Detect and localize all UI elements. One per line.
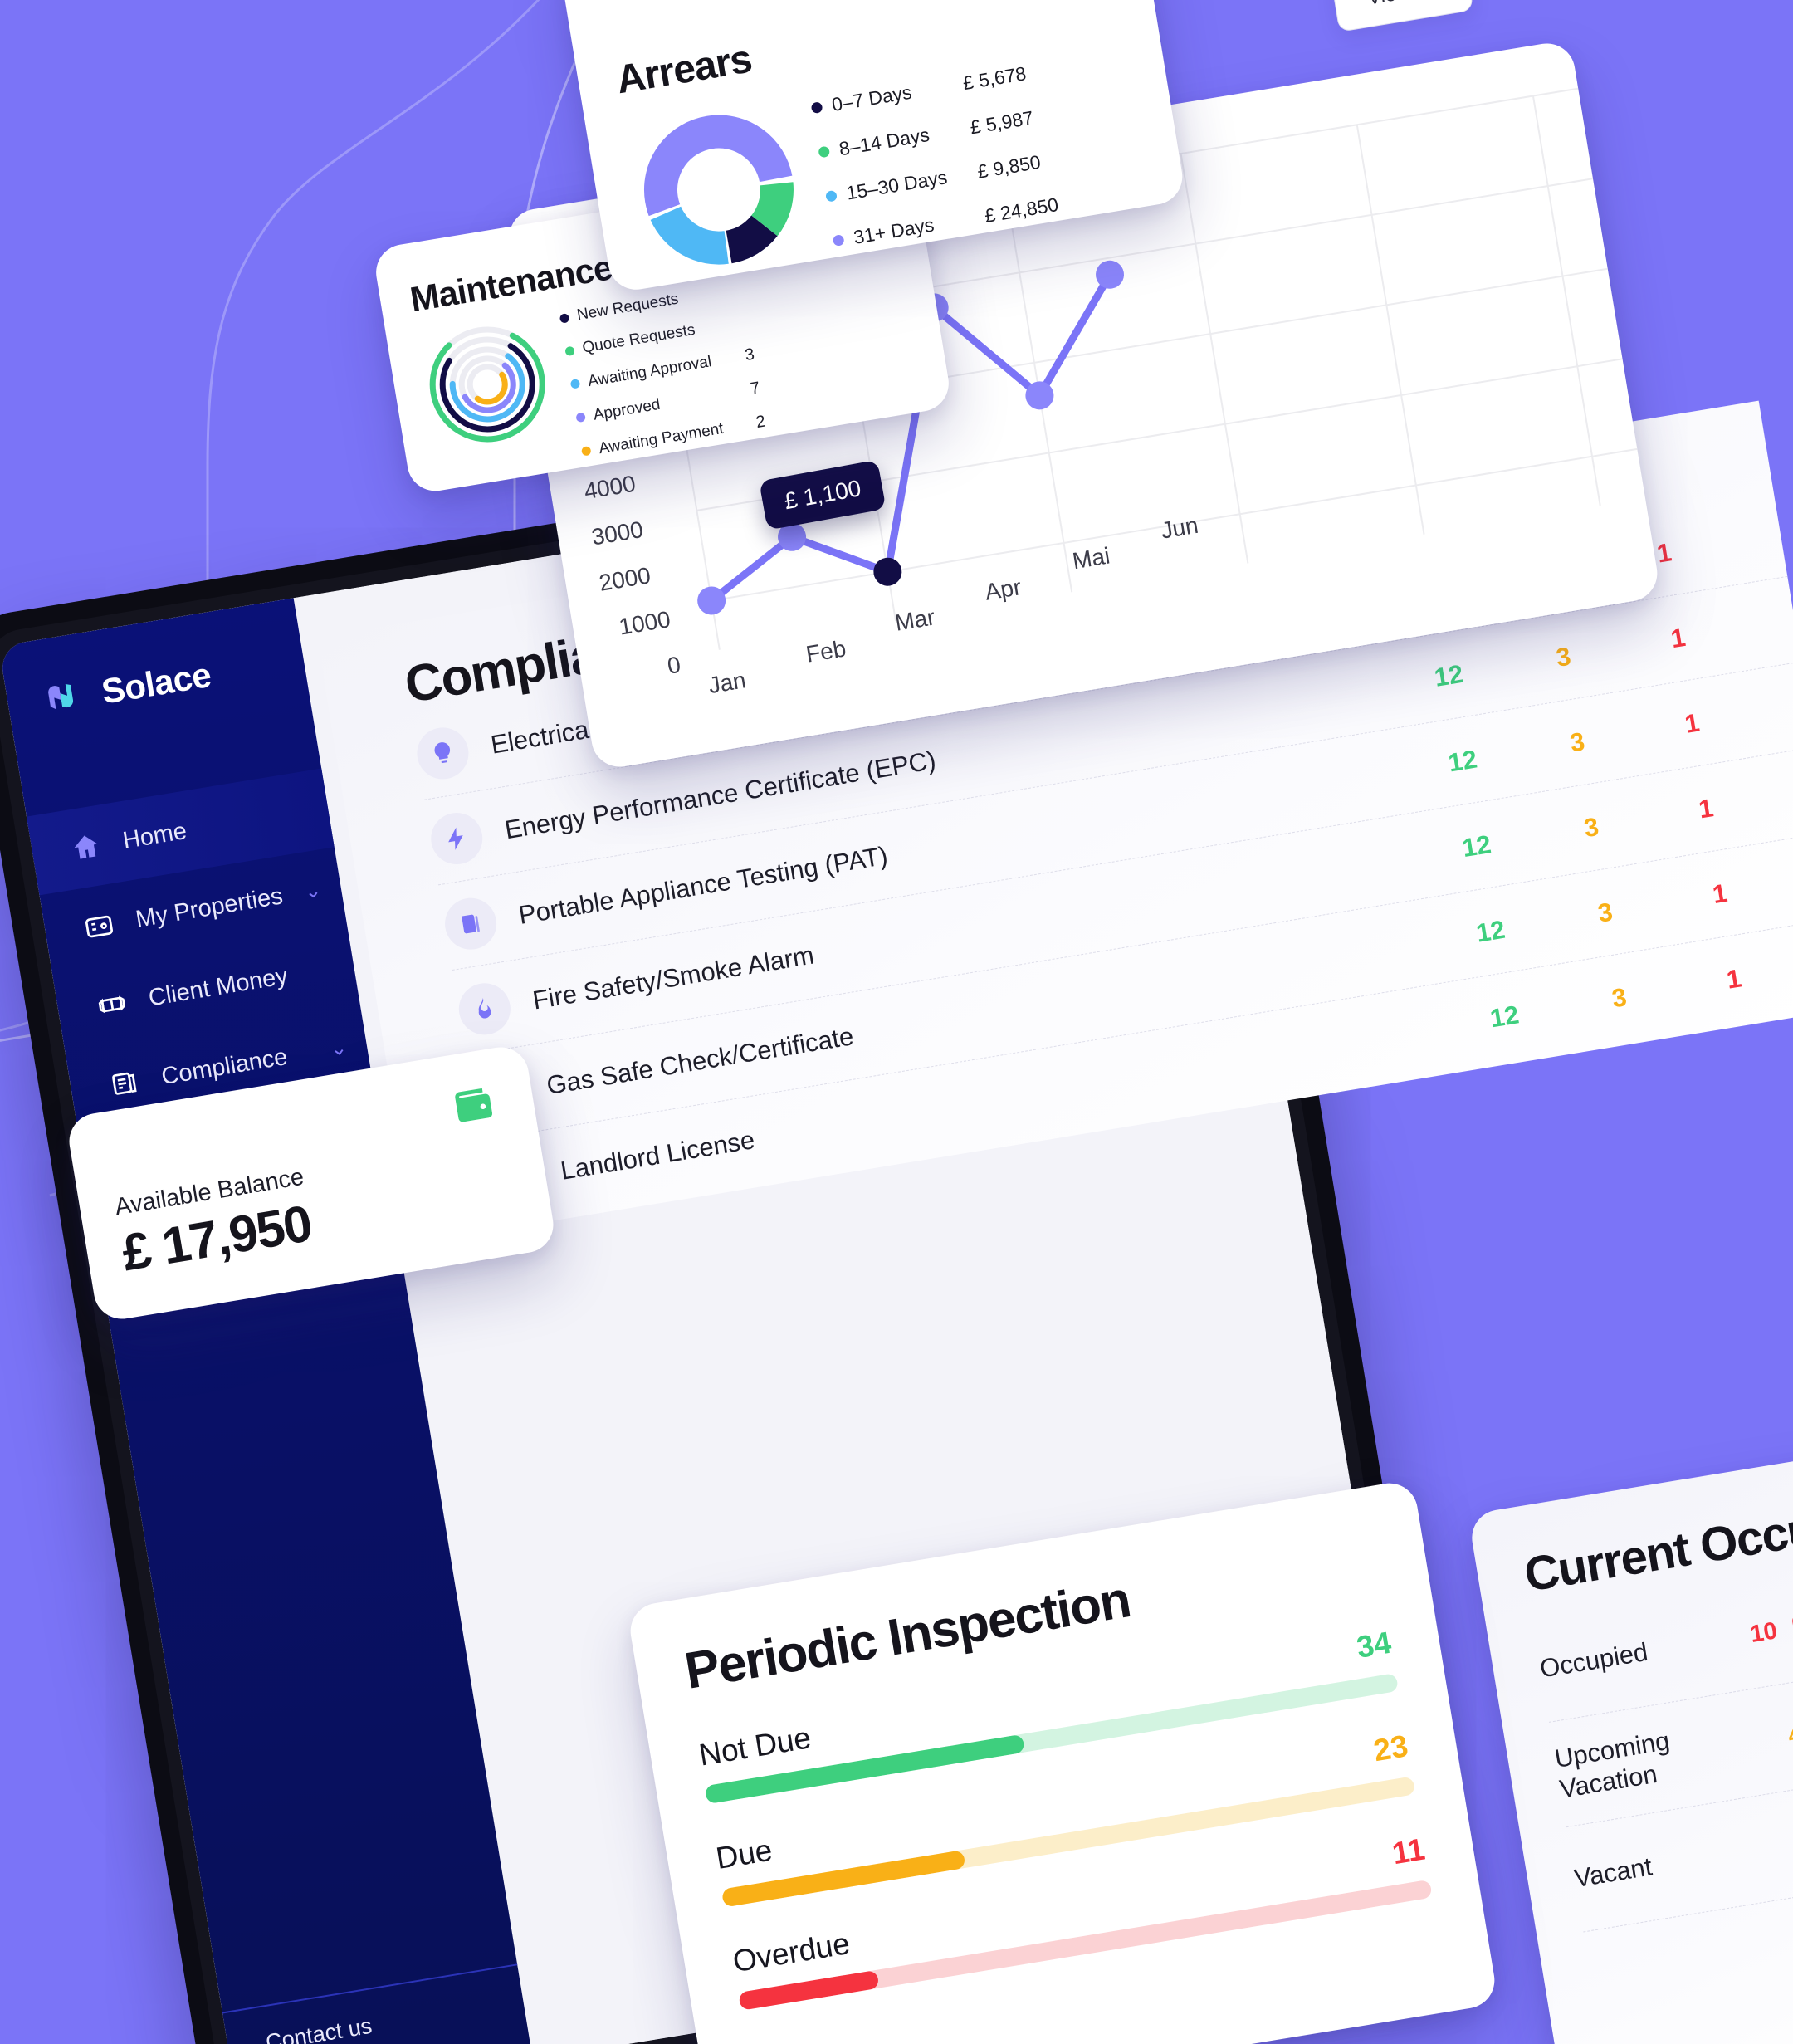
sidebar-label-home: Home	[120, 817, 189, 854]
sidebar-item-my-properties[interactable]: My Properties ⌄	[39, 847, 347, 974]
available-balance-card: Available Balance £ 17,950	[65, 1043, 558, 1323]
compliance-count-green: 12	[1446, 743, 1479, 778]
arrears-card: Arrears 0–7 Days £ 5,678	[556, 0, 1187, 294]
arrears-donut-svg	[643, 115, 794, 265]
compliance-count-green: 12	[1459, 829, 1493, 863]
inspection-value: 34	[1354, 1625, 1394, 1665]
compliance-count-green: 12	[1488, 1000, 1522, 1034]
compliance-count-amber: 3	[1581, 811, 1601, 843]
occupancy-label: Occupied	[1537, 1637, 1650, 1684]
compliance-row-counts: 12 3 1	[1484, 961, 1755, 1034]
chevron-down-icon[interactable]: ⌄	[328, 1035, 349, 1061]
legend-dot	[575, 412, 586, 423]
contact-us-link[interactable]: Contact us	[222, 1963, 525, 2044]
home-icon	[68, 829, 110, 866]
inspection-label: Not Due	[696, 1720, 813, 1773]
inspection-label: Due	[713, 1832, 775, 1875]
compliance-count-amber: 3	[1595, 896, 1615, 928]
legend-dot	[825, 189, 838, 203]
occupancy-value: 10	[1748, 1617, 1780, 1649]
view-all-button[interactable]: View All	[1330, 0, 1474, 32]
legend-dot	[580, 445, 592, 457]
arrears-legend-value: £ 24,850	[983, 193, 1060, 227]
compliance-count-amber: 3	[1610, 982, 1629, 1014]
arrears-legend-label: 31+ Days	[852, 213, 936, 248]
chart-tooltip-value: £ 1,100	[782, 475, 863, 515]
compliance-row-counts: 12 3 1	[1456, 791, 1727, 864]
bolt-icon	[427, 808, 486, 868]
maintenance-legend-label: Awaiting Payment	[597, 419, 725, 457]
sidebar-item-client-money[interactable]: Client Money	[52, 926, 360, 1053]
sidebar-label-my-properties: My Properties	[134, 882, 285, 933]
legend-dot	[564, 345, 575, 356]
brand-name: Solace	[99, 654, 214, 711]
maintenance-legend-count: 3	[743, 345, 756, 365]
occupancy-value: 4	[1786, 1721, 1793, 1750]
bulb-icon	[413, 723, 472, 783]
arrears-legend-value: £ 5,987	[968, 106, 1035, 139]
view-all-label: View All	[1366, 0, 1438, 11]
legend-dot	[810, 101, 823, 115]
inspection-fill	[738, 1969, 880, 2011]
compliance-count-green: 12	[1432, 658, 1466, 692]
compliance-row-counts: 12 3 1	[1429, 620, 1699, 693]
brand-logo[interactable]: Solace	[5, 636, 308, 731]
flame-icon	[455, 979, 515, 1039]
compliance-row[interactable]: Electrical Safety Check 12 3 1	[410, 491, 1788, 800]
compliance-count-red: 1	[1682, 707, 1702, 739]
compliance-count-red: 1	[1668, 622, 1688, 653]
arrears-legend-label: 0–7 Days	[830, 81, 914, 116]
arrears-legend-label: 8–14 Days	[837, 123, 931, 160]
compliance-row[interactable]: Portable Appliance Testing (PAT) 12 3 1	[438, 662, 1793, 971]
compliance-count-amber: 3	[1553, 641, 1573, 672]
inspection-label: Overdue	[730, 1925, 853, 1979]
maintenance-legend-count: 7	[749, 379, 762, 399]
chart-line-series	[707, 271, 1114, 604]
sidebar-item-home[interactable]: Home	[26, 768, 335, 896]
sidebar-label-client-money: Client Money	[146, 962, 290, 1012]
money-icon	[94, 985, 135, 1023]
sidebar-item-compliance[interactable]: Compliance ⌄	[65, 1005, 373, 1132]
wallet-icon	[443, 1078, 502, 1134]
compliance-count-green: 12	[1473, 914, 1507, 948]
chart-data-points	[697, 260, 1125, 615]
compliance-count-amber: 3	[1567, 726, 1587, 758]
maintenance-legend-count: 2	[755, 412, 767, 433]
legend-dot	[559, 312, 570, 324]
properties-icon	[81, 907, 123, 944]
compliance-row-counts: 12 3 1	[1442, 706, 1712, 779]
maintenance-radial-svg	[429, 326, 545, 443]
chevron-down-icon[interactable]: ⌄	[302, 878, 323, 904]
contact-us-label: Contact us	[263, 2012, 374, 2044]
maintenance-card: Maintenance	[372, 160, 953, 496]
legend-dot	[569, 379, 581, 389]
compliance-row[interactable]: Fire Safety/Smoke Alarm 12 3 1	[452, 747, 1793, 1056]
compliance-icon	[107, 1064, 149, 1102]
solace-logo-icon	[48, 684, 74, 710]
legend-dot	[832, 234, 845, 247]
maintenance-radial-chart	[416, 313, 566, 500]
arrears-legend-value: £ 9,850	[975, 150, 1043, 183]
compliance-count-red: 1	[1696, 792, 1716, 824]
arrears-legend-value: £ 5,678	[961, 62, 1028, 95]
compliance-count-red: 1	[1710, 878, 1730, 909]
current-occupancy-card: Current Occupancy Occupied 10 Upcoming V…	[1468, 1415, 1793, 2044]
inspection-value: 23	[1370, 1729, 1411, 1768]
compliance-row[interactable]: Energy Performance Certificate (EPC) 12 …	[424, 576, 1793, 886]
arrears-legend-label: 15–30 Days	[844, 166, 949, 204]
compliance-row-counts: 12 3 1	[1470, 876, 1741, 949]
compliance-count-red: 1	[1724, 963, 1744, 995]
inspection-value: 11	[1390, 1831, 1428, 1871]
book-icon	[441, 893, 501, 953]
occupancy-value: 2	[1777, 1826, 1793, 1859]
legend-dot	[818, 145, 831, 159]
occupancy-label: Vacant	[1572, 1851, 1654, 1894]
arrears-donut-chart	[623, 91, 817, 305]
occupancy-label: Upcoming Vacation	[1552, 1725, 1672, 1804]
